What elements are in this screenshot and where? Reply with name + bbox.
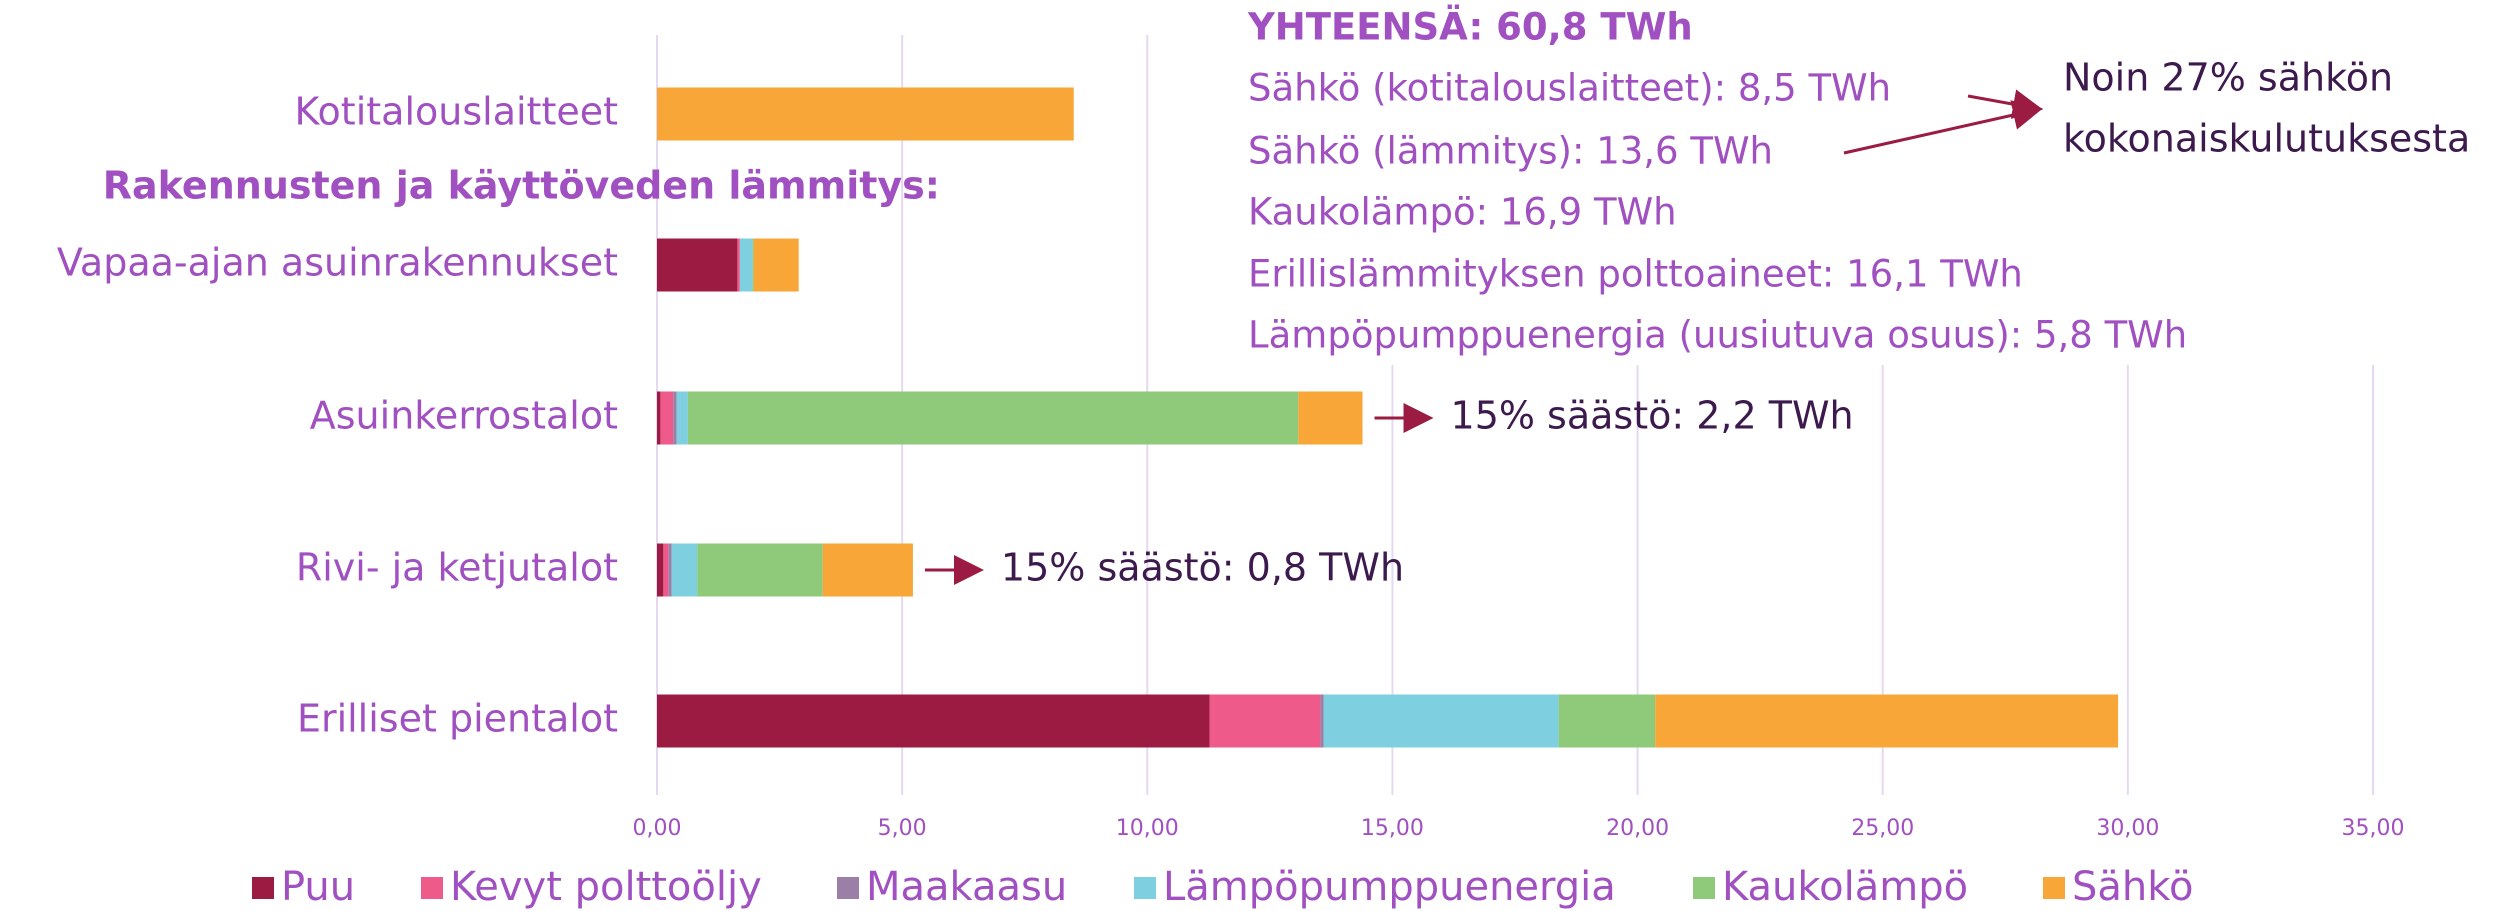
x-tick-label: 5,00 (878, 816, 927, 841)
y-tick-label: Kotitalouslaitteet (295, 90, 618, 134)
bar-segment (753, 238, 799, 292)
x-tick-label: 25,00 (1851, 816, 1914, 841)
bar-segment (657, 87, 1074, 141)
bar-segment (1558, 694, 1656, 748)
y-tick-label: Erilliset pientalot (297, 697, 618, 741)
legend-swatch (421, 877, 443, 899)
bar-segment (1209, 694, 1321, 748)
x-tick-label: 35,00 (2342, 816, 2405, 841)
bar-segment (668, 543, 672, 597)
legend-swatch (252, 877, 274, 899)
arrow (1843, 100, 2043, 155)
bar-segment (739, 238, 753, 292)
legend-swatch (2043, 877, 2065, 899)
bar-segment (657, 238, 738, 292)
bar-segment (676, 391, 688, 445)
legend-swatch (837, 877, 859, 899)
y-tick-label: Rivi- ja ketjutalot (296, 546, 618, 590)
info-line: Erillislämmityksen polttoaineet: 16,1 TW… (1248, 253, 2023, 296)
info-background (1235, 0, 2519, 365)
legend-label: Lämpöpumppuenergia (1163, 864, 1616, 910)
note: Noin 27% sähkön (2063, 56, 2393, 100)
legend-label: Puu (281, 864, 355, 910)
bar-segment (687, 391, 1299, 445)
legend-label: Kaukolämpö (1722, 864, 1968, 910)
legend-label: Maakaasu (866, 864, 1067, 910)
bar-segment (657, 543, 664, 597)
info-line: Lämpöpumppuenergia (uusiutuva osuus): 5,… (1248, 314, 2187, 357)
x-tick-label: 0,00 (633, 816, 682, 841)
section-label: Rakennusten ja käyttöveden lämmitys: (103, 164, 940, 208)
bar-segment (737, 238, 740, 292)
legend-label: Kevyt polttoöljy (450, 864, 762, 910)
bar-segment (752, 238, 754, 292)
info-line: Sähkö (kotitalouslaitteet): 8,5 TWh (1248, 67, 1891, 110)
bar-segment (1323, 694, 1559, 748)
bar-segment (1655, 694, 2119, 748)
bar-segment (660, 391, 674, 445)
bar-segment (671, 543, 698, 597)
info-title: YHTEENSÄ: 60,8 TWh (1247, 5, 1693, 49)
y-tick-label: Vapaa-ajan asuinrakennukset (57, 241, 618, 285)
annotation: 15% säästö: 0,8 TWh (1001, 546, 1404, 590)
legend-swatch (1693, 877, 1715, 899)
note: kokonaiskulutuksesta (2063, 117, 2470, 161)
x-tick-label: 30,00 (2096, 816, 2159, 841)
bar-segment (822, 543, 913, 597)
info-line: Sähkö (lämmitys): 13,6 TWh (1248, 130, 1773, 173)
bar-segment (657, 391, 661, 445)
info-line: Kaukolämpö: 16,9 TWh (1248, 191, 1677, 234)
x-tick-label: 10,00 (1116, 816, 1179, 841)
x-tick-label: 15,00 (1361, 816, 1424, 841)
legend-swatch (1134, 877, 1156, 899)
annotation: 15% säästö: 2,2 TWh (1451, 394, 1854, 438)
bar-segment (657, 694, 1210, 748)
y-tick-label: Asuinkerrostalot (310, 394, 618, 438)
legend-label: Sähkö (2072, 864, 2193, 910)
bar-segment (1320, 694, 1324, 748)
bar-segment (673, 391, 677, 445)
bar-segment (1298, 391, 1363, 445)
bar-segment (697, 543, 823, 597)
x-tick-label: 20,00 (1606, 816, 1669, 841)
bar-segment (663, 543, 669, 597)
